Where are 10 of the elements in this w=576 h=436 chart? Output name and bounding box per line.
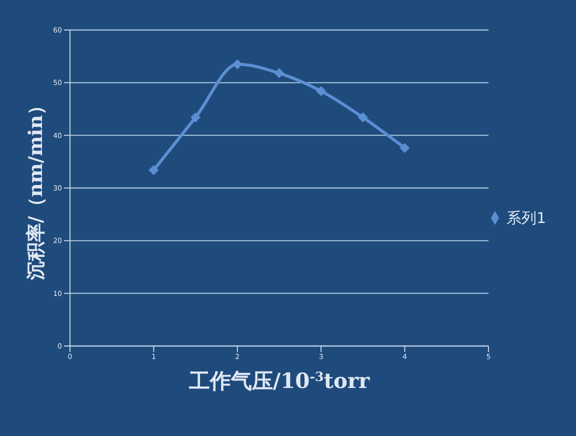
point [274, 68, 284, 78]
point [400, 142, 410, 153]
point [232, 59, 242, 70]
point [316, 86, 326, 96]
point [148, 165, 159, 176]
point [358, 112, 368, 122]
point [190, 112, 201, 122]
legend-label: 系列1 [506, 208, 546, 226]
x-axis-title: 工作气压/10$^{-3}$torr [188, 368, 371, 393]
y-axis-title: 沉积率/（nm/min） [25, 96, 47, 281]
